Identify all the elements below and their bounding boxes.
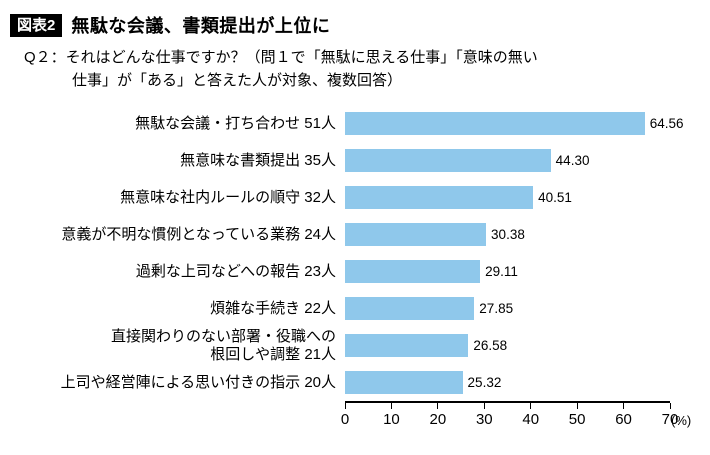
bar [345,149,551,172]
tick-mark [483,403,485,409]
bar-track: 30.38 [345,216,670,253]
bar-chart: 無駄な会議・打ち合わせ 51人 64.56 無意味な書類提出 35人 44.30 無意味… [10,105,700,433]
bar-track: 40.51 [345,179,670,216]
chart-row: 無意味な社内ルールの順守 32人 40.51 [10,179,700,216]
chart-row: 無意味な書類提出 35人 44.30 [10,142,700,179]
chart-rows: 無駄な会議・打ち合わせ 51人 64.56 無意味な書類提出 35人 44.30 無意味… [10,105,700,401]
bar-track: 27.85 [345,290,670,327]
tick-label: 60 [615,411,632,428]
bar-value-label: 25.32 [467,375,502,390]
bar-label: 煩雑な手続き 22人 [210,299,336,317]
x-axis: (%) 0 10 20 30 40 50 60 70 [341,401,691,433]
bar-value-label: 29.11 [485,264,518,279]
bar-label: 直接関わりのない部署・役職への 根回しや調整 21人 [110,327,336,363]
chart-row: 直接関わりのない部署・役職への 根回しや調整 21人 26.58 [10,327,700,364]
bar [345,297,475,320]
tick-label: 20 [429,411,447,428]
chart-row: 煩雑な手続き 22人 27.85 [10,290,700,327]
bar-value-label: 26.58 [473,338,508,353]
chart-row: 上司や経営陣による思い付きの指示 20人 25.32 [10,364,700,401]
tick-mark [576,403,578,409]
chart-row: 過剰な上司などへの報告 23人 29.11 [10,253,700,290]
bar-track: 26.58 [345,327,670,364]
bar-label: 上司や経営陣による思い付きの指示 20人 [60,373,336,391]
bar [345,334,469,357]
figure-badge: 図表2 [10,13,63,37]
chart-row: 意義が不明な慣例となっている業務 24人 30.38 [10,216,700,253]
bar-value-label: 27.85 [479,301,514,316]
tick-label: 30 [475,411,493,428]
tick-mark [669,403,671,409]
bar [345,371,463,394]
bar-track: 25.32 [345,364,670,401]
bar-value-label: 40.51 [538,190,572,205]
bar [345,112,645,135]
tick-mark [390,403,392,409]
tick-label: 50 [568,411,586,428]
tick-mark [437,403,439,409]
figure-header: 図表2 無駄な会議、書類提出が上位に [10,12,700,38]
bar-label: 無意味な書類提出 35人 [180,151,336,169]
x-axis-spacer [10,401,345,433]
tick-mark [530,403,532,409]
tick-label: 10 [383,411,400,428]
bar-label: 無意味な社内ルールの順守 32人 [120,188,336,206]
bar [345,223,487,246]
tick-mark [623,403,625,409]
bar-label: 無駄な会議・打ち合わせ 51人 [135,114,336,132]
figure-title: 無駄な会議、書類提出が上位に [71,16,331,36]
bar-track: 64.56 [345,105,684,142]
bar-label: 意義が不明な慣例となっている業務 24人 [61,225,336,243]
bar-track: 29.11 [345,253,670,290]
tick-mark [344,403,346,409]
chart-row: 無駄な会議・打ち合わせ 51人 64.56 [10,105,700,142]
bar [345,260,481,283]
bar-label: 過剰な上司などへの報告 23人 [135,262,336,280]
x-axis-unit: (%) [671,413,692,428]
tick-label: 0 [340,411,350,428]
tick-label: 40 [522,411,540,428]
bar-track: 44.30 [345,142,670,179]
x-axis-row: (%) 0 10 20 30 40 50 60 70 [10,401,700,433]
bar-value-label: 30.38 [491,227,525,242]
bar-value-label: 64.56 [649,116,684,131]
bar [345,186,534,209]
figure-subtitle: Q２：それはどんな仕事ですか？（問１で「無駄に思える仕事」「意味の無い 仕事」が… [24,49,538,89]
tick-label: 70 [661,411,679,428]
bar-value-label: 44.30 [555,153,590,168]
